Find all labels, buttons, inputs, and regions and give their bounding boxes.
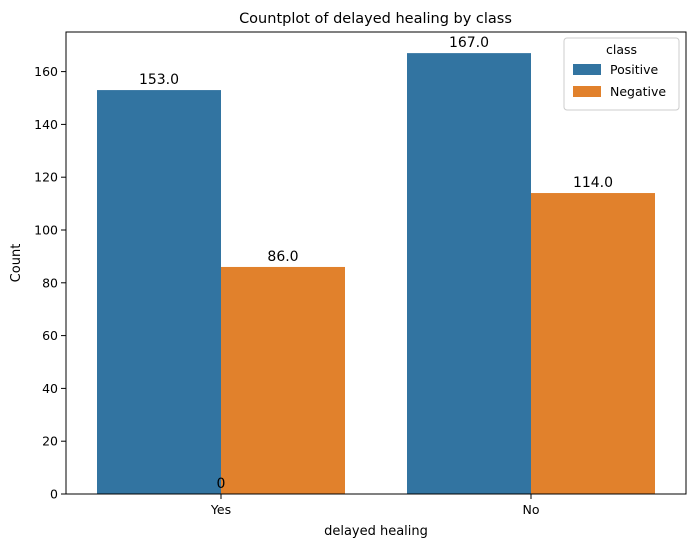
chart-title: Countplot of delayed healing by class <box>239 11 512 27</box>
bar-labels-layer: 153.0 167.0 86.0 114.0 0 <box>139 35 613 492</box>
bar-value-label: 86.0 <box>267 249 298 265</box>
legend: class Positive Negative <box>563 37 680 111</box>
y-tick-label: 160 <box>34 64 58 79</box>
x-tick-label: Yes <box>210 502 231 517</box>
bar-value-label: 0 <box>217 476 226 492</box>
y-tick-label: 0 <box>50 487 58 502</box>
x-axis: Yes No <box>210 494 540 517</box>
bar-negative-yes <box>221 266 345 494</box>
y-tick-label: 60 <box>42 328 58 343</box>
plot-frame <box>65 31 687 495</box>
y-tick-label: 20 <box>42 434 58 449</box>
y-tick-label: 40 <box>42 381 58 396</box>
y-axis-label: Count <box>9 244 24 283</box>
y-tick-label: 140 <box>34 117 58 132</box>
bar-value-label: 114.0 <box>573 175 613 191</box>
bar-positive-no <box>407 53 531 495</box>
legend-label-negative: Negative <box>610 84 666 99</box>
bar-value-label: 153.0 <box>139 72 179 88</box>
y-axis: 0 20 40 60 80 100 120 140 160 <box>34 64 66 502</box>
legend-swatch-positive <box>573 64 601 75</box>
y-tick-label: 120 <box>34 170 58 185</box>
y-tick-label: 80 <box>42 275 58 290</box>
legend-title: class <box>606 42 637 57</box>
legend-swatch-negative <box>573 86 601 97</box>
y-tick-label: 100 <box>34 223 58 238</box>
x-tick-label: No <box>523 502 540 517</box>
bar-value-label: 167.0 <box>449 35 489 51</box>
bar-positive-yes <box>97 90 221 494</box>
bars-layer <box>97 53 655 495</box>
bar-negative-no <box>531 193 655 495</box>
legend-label-positive: Positive <box>610 62 658 77</box>
x-axis-label: delayed healing <box>324 524 428 539</box>
